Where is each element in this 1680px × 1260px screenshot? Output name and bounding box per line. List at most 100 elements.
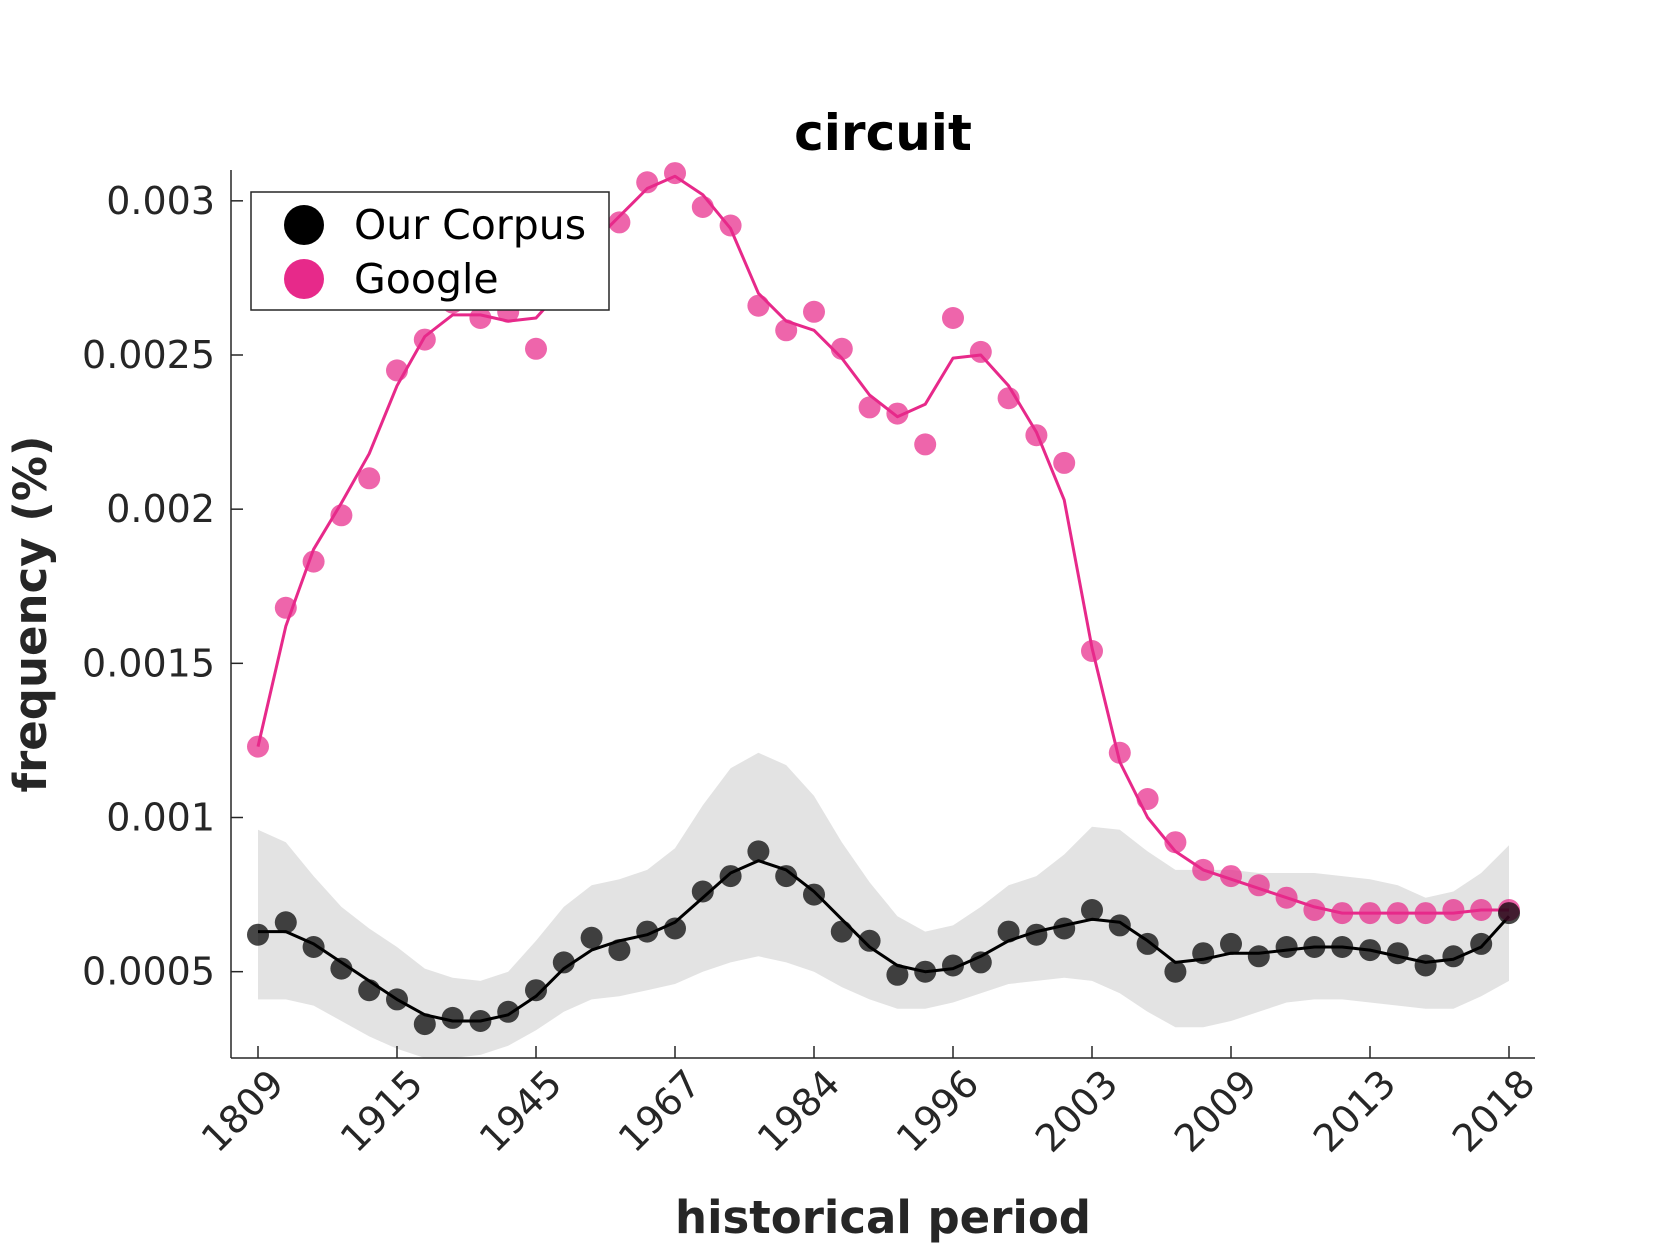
google-point	[942, 307, 964, 329]
confidence-band-layer	[258, 752, 1509, 1058]
our-corpus-point	[413, 1013, 436, 1036]
our-corpus-point	[1081, 899, 1103, 921]
legend-label-our-corpus: Our Corpus	[354, 201, 586, 249]
our-corpus-point	[1192, 942, 1215, 965]
google-point	[1081, 640, 1103, 662]
google-point	[1136, 788, 1159, 810]
axes	[230, 170, 1535, 1059]
x-tick-label: 1984	[749, 1061, 849, 1161]
our-corpus-point	[1498, 902, 1520, 925]
our-corpus-point	[580, 926, 603, 949]
x-tick-label: 2009	[1166, 1061, 1266, 1161]
google-point	[358, 467, 381, 490]
google-point	[1247, 874, 1270, 897]
our-corpus-point	[1470, 932, 1493, 955]
google-point	[747, 294, 770, 317]
our-corpus-point	[1136, 932, 1159, 955]
google-point	[469, 307, 492, 329]
our-corpus-point	[775, 865, 798, 888]
x-tick-label: 2003	[1027, 1061, 1127, 1161]
our-corpus-point	[247, 923, 269, 946]
our-corpus-point	[1025, 923, 1048, 946]
y-tick-label: 0.0025	[82, 333, 215, 377]
smoothed-lines-layer	[256, 174, 1511, 1023]
x-axis-title: historical period	[675, 1191, 1091, 1244]
our-corpus-point	[330, 957, 353, 980]
google-point	[330, 504, 353, 527]
our-corpus-point	[830, 920, 853, 943]
x-tick-label: 1996	[888, 1061, 988, 1161]
y-tick-label: 0.0015	[82, 641, 215, 685]
our-corpus-point	[497, 1000, 520, 1023]
our-corpus-point	[525, 979, 547, 1002]
google-point	[803, 300, 825, 323]
google-point	[1359, 902, 1381, 925]
our-corpus-point	[664, 917, 686, 940]
our-corpus-point	[1386, 942, 1409, 965]
google-point	[997, 387, 1020, 410]
our-corpus-point	[552, 951, 575, 974]
our-corpus-point	[719, 865, 742, 888]
google-point	[1414, 902, 1437, 925]
google-point	[1470, 899, 1493, 921]
x-tick-label: 2018	[1444, 1061, 1544, 1161]
our-corpus-point	[358, 979, 381, 1002]
google-point	[247, 735, 269, 758]
google-point	[1192, 858, 1215, 881]
our-corpus-point	[969, 951, 992, 974]
google-point	[1386, 902, 1409, 925]
our-corpus-point	[1275, 936, 1298, 958]
google-point	[1303, 899, 1326, 921]
google-point	[775, 319, 798, 342]
google-point	[969, 340, 992, 363]
google-point	[914, 433, 937, 456]
google-point	[1108, 741, 1131, 764]
our-corpus-point	[886, 963, 909, 986]
our-corpus-point	[1220, 932, 1242, 955]
google-point	[302, 550, 325, 573]
google-point	[608, 211, 631, 234]
google-point	[719, 214, 742, 237]
legend-marker-our-corpus	[284, 205, 324, 245]
google-point	[886, 402, 909, 425]
google-point	[858, 396, 881, 419]
our-corpus-point	[1164, 960, 1187, 983]
our-corpus-point	[747, 840, 770, 863]
our-corpus-point	[914, 960, 937, 983]
our-corpus-point	[636, 920, 659, 943]
google-point	[1331, 902, 1354, 925]
our-corpus-point	[1442, 945, 1465, 968]
legend-marker-google	[284, 259, 324, 299]
x-tick-label: 1809	[193, 1061, 293, 1161]
y-tick-label: 0.001	[106, 796, 215, 840]
chart-title: circuit	[794, 104, 972, 162]
x-tick-label: 1915	[332, 1061, 432, 1161]
our-corpus-confidence-band	[258, 752, 1509, 1058]
our-corpus-point	[1247, 945, 1270, 968]
google-point	[636, 171, 659, 194]
y-ticks: 0.0005 0.001 0.0015 0.002 0.0025 0.003	[82, 179, 243, 994]
google-point	[664, 162, 686, 185]
our-corpus-point	[997, 920, 1020, 943]
x-tick-label: 1945	[471, 1061, 571, 1161]
x-tick-label: 1967	[610, 1061, 710, 1161]
our-corpus-point	[1053, 917, 1076, 940]
our-corpus-point	[691, 880, 714, 903]
google-point	[413, 328, 436, 351]
google-point	[1442, 899, 1465, 921]
google-point	[386, 359, 408, 382]
y-tick-label: 0.002	[106, 487, 215, 531]
x-ticks: 1809 1915 1945 1967 1984 1996 2003 2009 2013 2018	[193, 1046, 1544, 1161]
legend: Our Corpus Google	[250, 191, 610, 311]
y-tick-label: 0.003	[106, 179, 215, 223]
google-point	[830, 337, 853, 360]
x-tick-label: 2013	[1305, 1061, 1405, 1161]
our-corpus-point	[608, 939, 631, 962]
google-point	[525, 337, 547, 360]
our-corpus-smoothed-line	[258, 859, 1511, 1023]
our-corpus-point	[302, 936, 325, 958]
google-point	[691, 196, 714, 218]
our-corpus-point	[1359, 939, 1381, 962]
y-tick-label: 0.0005	[82, 950, 215, 994]
